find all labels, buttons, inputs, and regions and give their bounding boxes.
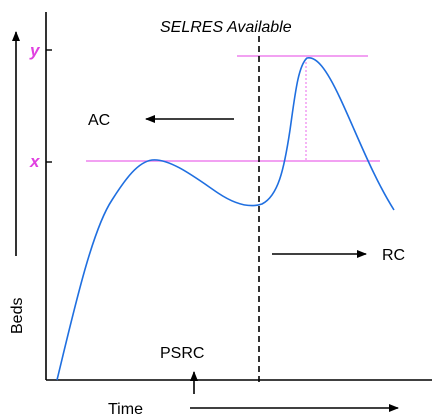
psrc-label: PSRC [160, 345, 204, 362]
time-label: Time [108, 401, 143, 418]
rc-label: RC [382, 247, 405, 264]
y-marker-upper: y [29, 41, 41, 60]
ac-label: AC [88, 112, 110, 129]
beds-curve [56, 57, 395, 381]
y-marker-lower: x [29, 152, 41, 171]
beds-label: Beds [9, 298, 26, 334]
selres-annotation: SELRES Available [160, 19, 292, 36]
